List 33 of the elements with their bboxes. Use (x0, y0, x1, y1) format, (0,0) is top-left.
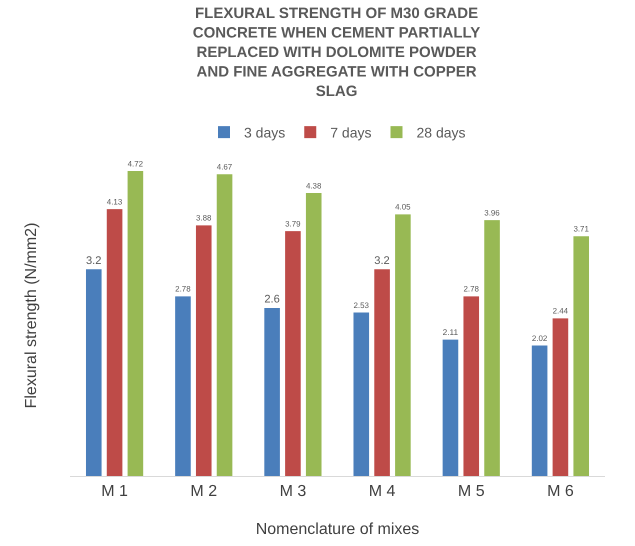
chart-title: FLEXURAL STRENGTH OF M30 GRADE CONCRETE WHEN CEMENT PARTIALLY REPLACED WITH DOLOMITE POWDER AND FINE AGGREGATE WITH COPPER SLAG (192, 5, 480, 100)
x-tick-label: M 2 (190, 483, 218, 500)
y-axis-title: Flexural strength (N/mm2) (23, 222, 40, 408)
bar (353, 312, 370, 476)
bar (285, 231, 301, 476)
bar (196, 225, 212, 476)
bar (175, 296, 191, 476)
bar (306, 193, 322, 476)
data-label: 3.2 (374, 254, 390, 267)
legend-label: 28 days (416, 124, 466, 141)
bar (532, 345, 548, 476)
x-tick-label: M 3 (280, 483, 306, 500)
x-tick-label: M 4 (368, 483, 396, 500)
bar (484, 220, 500, 476)
bar (216, 174, 232, 476)
legend-label: 7 days (330, 124, 372, 141)
legend-label: 3 days (244, 124, 286, 141)
x-tick-label: M 1 (101, 483, 128, 500)
x-tick-label: M 5 (458, 483, 485, 500)
bar (128, 171, 144, 476)
bar (463, 296, 480, 476)
bar (264, 308, 280, 476)
bar (374, 269, 390, 476)
bar (106, 209, 122, 476)
bar (86, 269, 102, 476)
x-tick-label: M 6 (547, 483, 574, 500)
bar (552, 318, 568, 476)
x-axis-title: Nomenclature of mixes (256, 521, 420, 538)
bar (442, 340, 458, 476)
data-label: 3.2 (86, 254, 102, 267)
bar (573, 236, 590, 476)
bar (395, 214, 411, 476)
data-label: 2.6 (264, 294, 280, 306)
